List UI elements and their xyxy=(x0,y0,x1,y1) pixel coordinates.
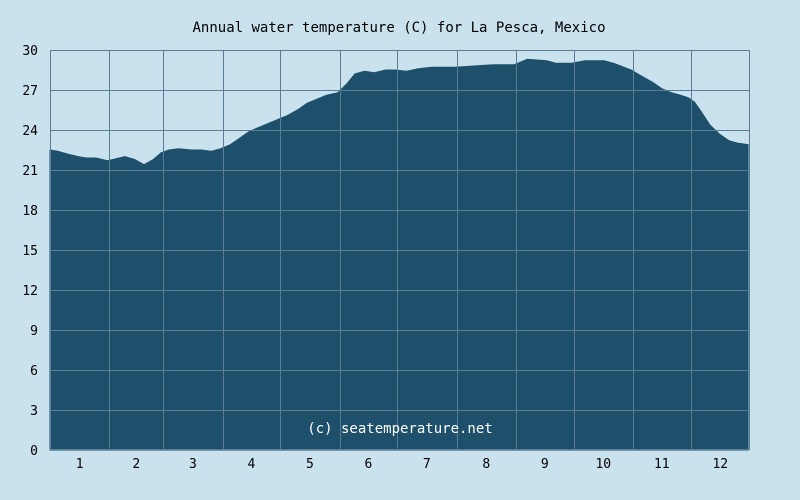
x-tick-label: 12 xyxy=(712,457,728,472)
x-tick-label: 2 xyxy=(132,457,140,472)
y-tick-label: 0 xyxy=(30,444,38,459)
y-tick-label: 18 xyxy=(22,204,38,219)
plot-frame xyxy=(50,50,750,450)
chart-title: Annual water temperature (C) for La Pesc… xyxy=(192,20,605,36)
temperature-area xyxy=(49,58,749,451)
x-tick-label: 6 xyxy=(364,457,372,472)
x-tick-label: 10 xyxy=(595,457,611,472)
x-tick-label: 4 xyxy=(247,457,255,472)
x-tick-label: 11 xyxy=(654,457,670,472)
x-tick-label: 3 xyxy=(189,457,197,472)
x-tick-label: 7 xyxy=(423,457,431,472)
x-tick-label: 9 xyxy=(541,457,549,472)
watermark-text: (c) seatemperature.net xyxy=(307,421,492,437)
x-tick-label: 8 xyxy=(482,457,490,472)
y-tick-label: 9 xyxy=(30,324,38,339)
x-tick-label: 1 xyxy=(76,457,84,472)
y-tick-label: 27 xyxy=(22,84,38,99)
y-tick-label: 30 xyxy=(22,44,38,59)
y-tick-label: 15 xyxy=(22,244,38,259)
y-tick-label: 6 xyxy=(30,364,38,379)
y-tick-label: 3 xyxy=(30,404,38,419)
y-tick-label: 21 xyxy=(22,164,38,179)
y-tick-label: 24 xyxy=(22,124,38,139)
y-tick-label: 12 xyxy=(22,284,38,299)
x-tick-label: 5 xyxy=(306,457,314,472)
